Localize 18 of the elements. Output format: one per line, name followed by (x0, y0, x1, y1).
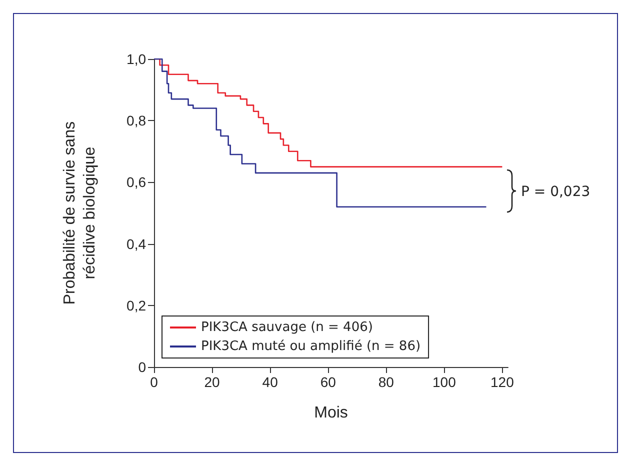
y-tick-label: 0,2 (126, 297, 146, 314)
y-tick-label: 0,4 (126, 236, 146, 252)
x-tick-label: 120 (490, 374, 514, 390)
x-tick-label: 0 (150, 374, 158, 390)
y-tick-label: 1,0 (126, 51, 146, 67)
x-axis-title: Mois (314, 404, 348, 422)
y-tick-label: 0 (138, 359, 146, 375)
x-tick-label: 100 (432, 374, 456, 390)
y-tick-label: 0,8 (126, 112, 146, 129)
text: P = 0,023 (521, 184, 590, 200)
legend-label: PIK3CA sauvage (n = 406) (201, 320, 373, 335)
legend-label: PIK3CA muté ou amplifié (n = 86) (201, 339, 421, 354)
x-tick-label: 80 (378, 374, 394, 390)
y-axis-title: Probabilité de survie sans récidive biologique (62, 121, 98, 305)
x-tick-label: 60 (320, 374, 336, 390)
y-tick-label: 0,6 (126, 174, 146, 190)
x-tick-label: 20 (204, 374, 220, 390)
x-tick-label: 40 (262, 374, 278, 390)
